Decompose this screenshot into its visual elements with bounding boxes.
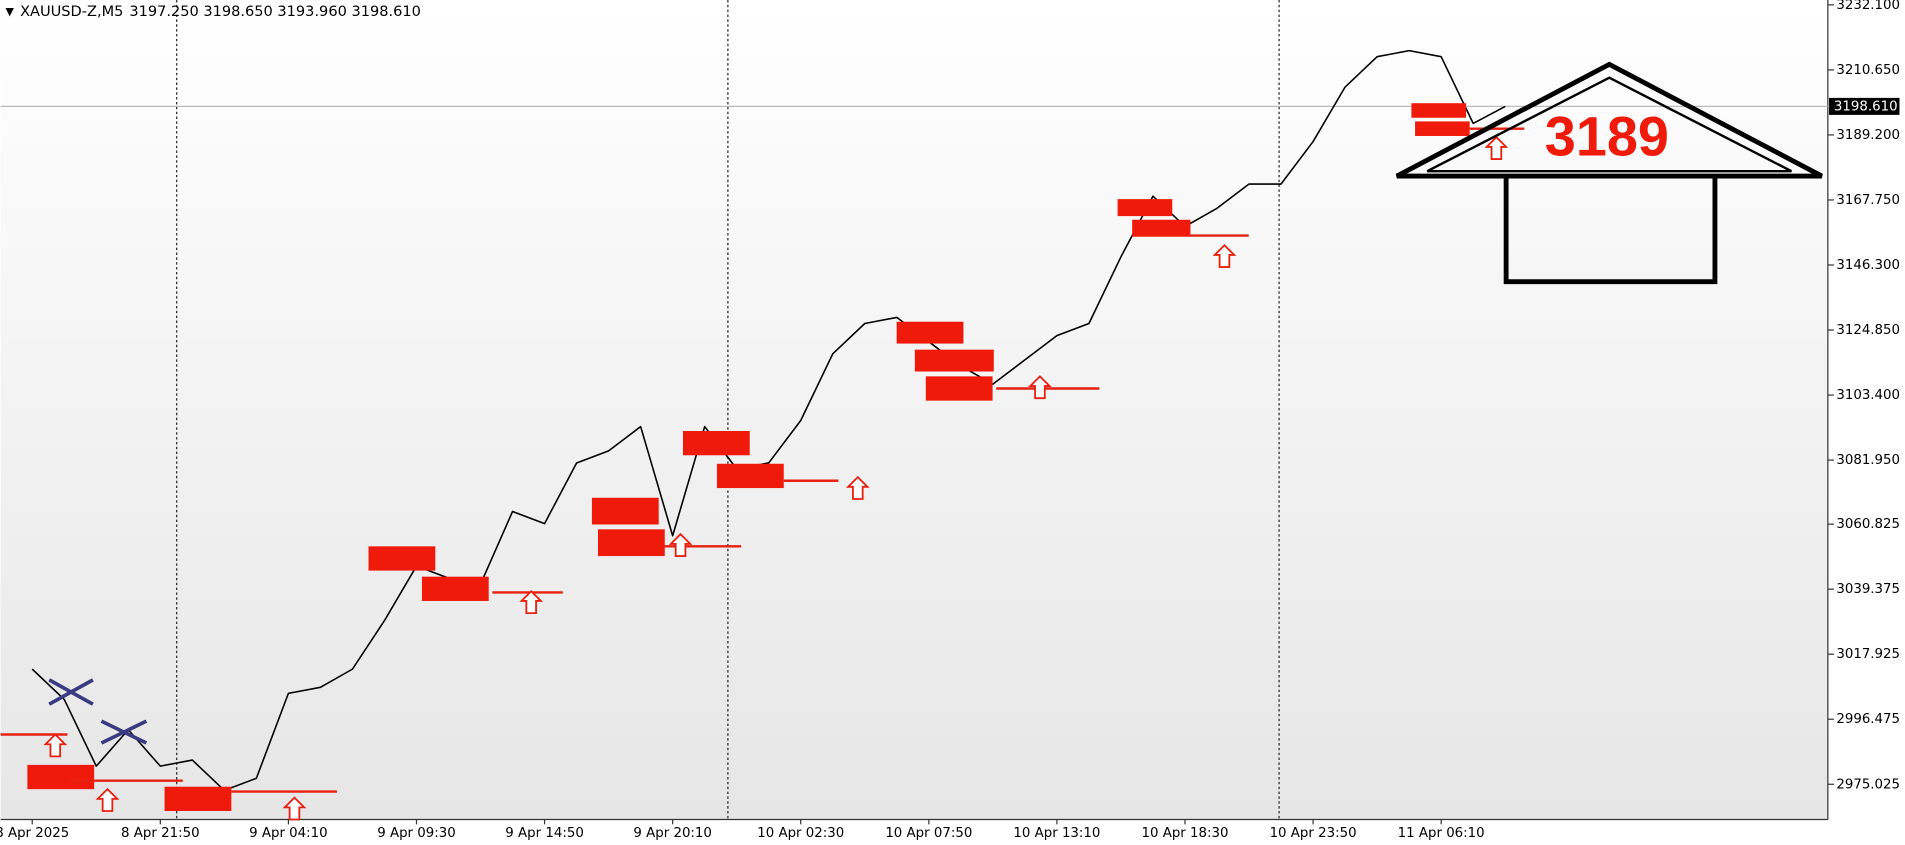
arrow-head-inner (1426, 76, 1792, 173)
x-tick-label: 10 Apr 02:30 (757, 826, 844, 841)
x-tick-label: 9 Apr 20:10 (633, 826, 712, 841)
up-arrow (1484, 135, 1509, 160)
y-tick-label: 3232.100 (1836, 0, 1900, 13)
x-tick-label: 10 Apr 13:10 (1013, 826, 1100, 841)
up-arrow (282, 796, 307, 821)
x-tick-label: 9 Apr 14:50 (505, 826, 584, 841)
y-tick-label: 3017.925 (1836, 647, 1900, 662)
arrow-head (1395, 61, 1823, 179)
zone (682, 430, 750, 456)
x-mark (100, 719, 148, 745)
y-tick-label: 3124.850 (1836, 323, 1900, 338)
up-arrow (1212, 243, 1237, 269)
up-arrow (519, 589, 544, 615)
zones (27, 103, 1470, 812)
plot (0, 49, 1828, 792)
up-arrow (1028, 375, 1052, 400)
symbol: XAUUSD-Z,M5 (20, 3, 123, 20)
y-tick-label: 3210.650 (1836, 63, 1900, 78)
price-tag-label: 3198.610 (1834, 99, 1898, 114)
y-tick-label: 3081.950 (1836, 453, 1900, 468)
zone (1411, 103, 1467, 118)
collapse-icon[interactable]: ▼ (6, 5, 15, 18)
zone (591, 497, 659, 525)
zone (421, 576, 489, 601)
y-tick-label: 3189.200 (1836, 128, 1900, 143)
y-tick-label: 3167.750 (1836, 193, 1900, 208)
zone (368, 546, 436, 571)
price-line-series (31, 49, 1506, 792)
x-tick-label: 10 Apr 18:30 (1141, 826, 1228, 841)
y-tick-label: 2975.025 (1836, 777, 1900, 792)
x-tick-label: 9 Apr 04:10 (249, 826, 328, 841)
price-tag (1829, 97, 1900, 115)
y-tick-label: 3039.375 (1836, 582, 1900, 597)
y-tick-label: 3103.400 (1836, 388, 1900, 403)
x-tick-label: 9 Apr 09:30 (377, 826, 456, 841)
arrows (43, 135, 1509, 821)
y-tick-label: 3146.300 (1836, 258, 1900, 273)
house-arrow (1395, 61, 1823, 285)
ohlc: 3197.250 3198.650 3193.960 3198.610 (129, 3, 421, 20)
axis-background (1827, 0, 1905, 845)
up-arrow (95, 787, 120, 812)
x-tick-label: 8 Apr 21:50 (121, 826, 200, 841)
axis-background (0, 819, 1828, 845)
up-arrow (668, 532, 693, 557)
x-tick-label: 10 Apr 07:50 (885, 826, 972, 841)
zone (597, 529, 665, 557)
x-mark (48, 678, 94, 706)
zone (896, 321, 964, 344)
zone (716, 463, 784, 489)
zone (164, 786, 232, 812)
separators (176, 0, 1280, 820)
zone (914, 349, 994, 372)
x-marks (48, 678, 148, 745)
x-tick-label: 8 Apr 2025 (0, 826, 69, 841)
x-tick-label: 11 Apr 06:10 (1398, 826, 1485, 841)
drawings: 3189 (0, 61, 1823, 821)
up-arrow (43, 733, 68, 758)
x-tick-label: 10 Apr 23:50 (1270, 826, 1357, 841)
zone (1132, 219, 1191, 237)
zone (925, 376, 993, 401)
y-tick-label: 2996.475 (1836, 712, 1900, 727)
annotation: 3189 (1545, 105, 1669, 168)
zone (1415, 121, 1470, 136)
up-arrow (845, 475, 870, 500)
plot-background (0, 0, 1828, 820)
zone (27, 764, 95, 790)
zone (1117, 199, 1173, 217)
arrow-body (1503, 176, 1718, 285)
y-tick-label: 3060.825 (1836, 517, 1900, 532)
